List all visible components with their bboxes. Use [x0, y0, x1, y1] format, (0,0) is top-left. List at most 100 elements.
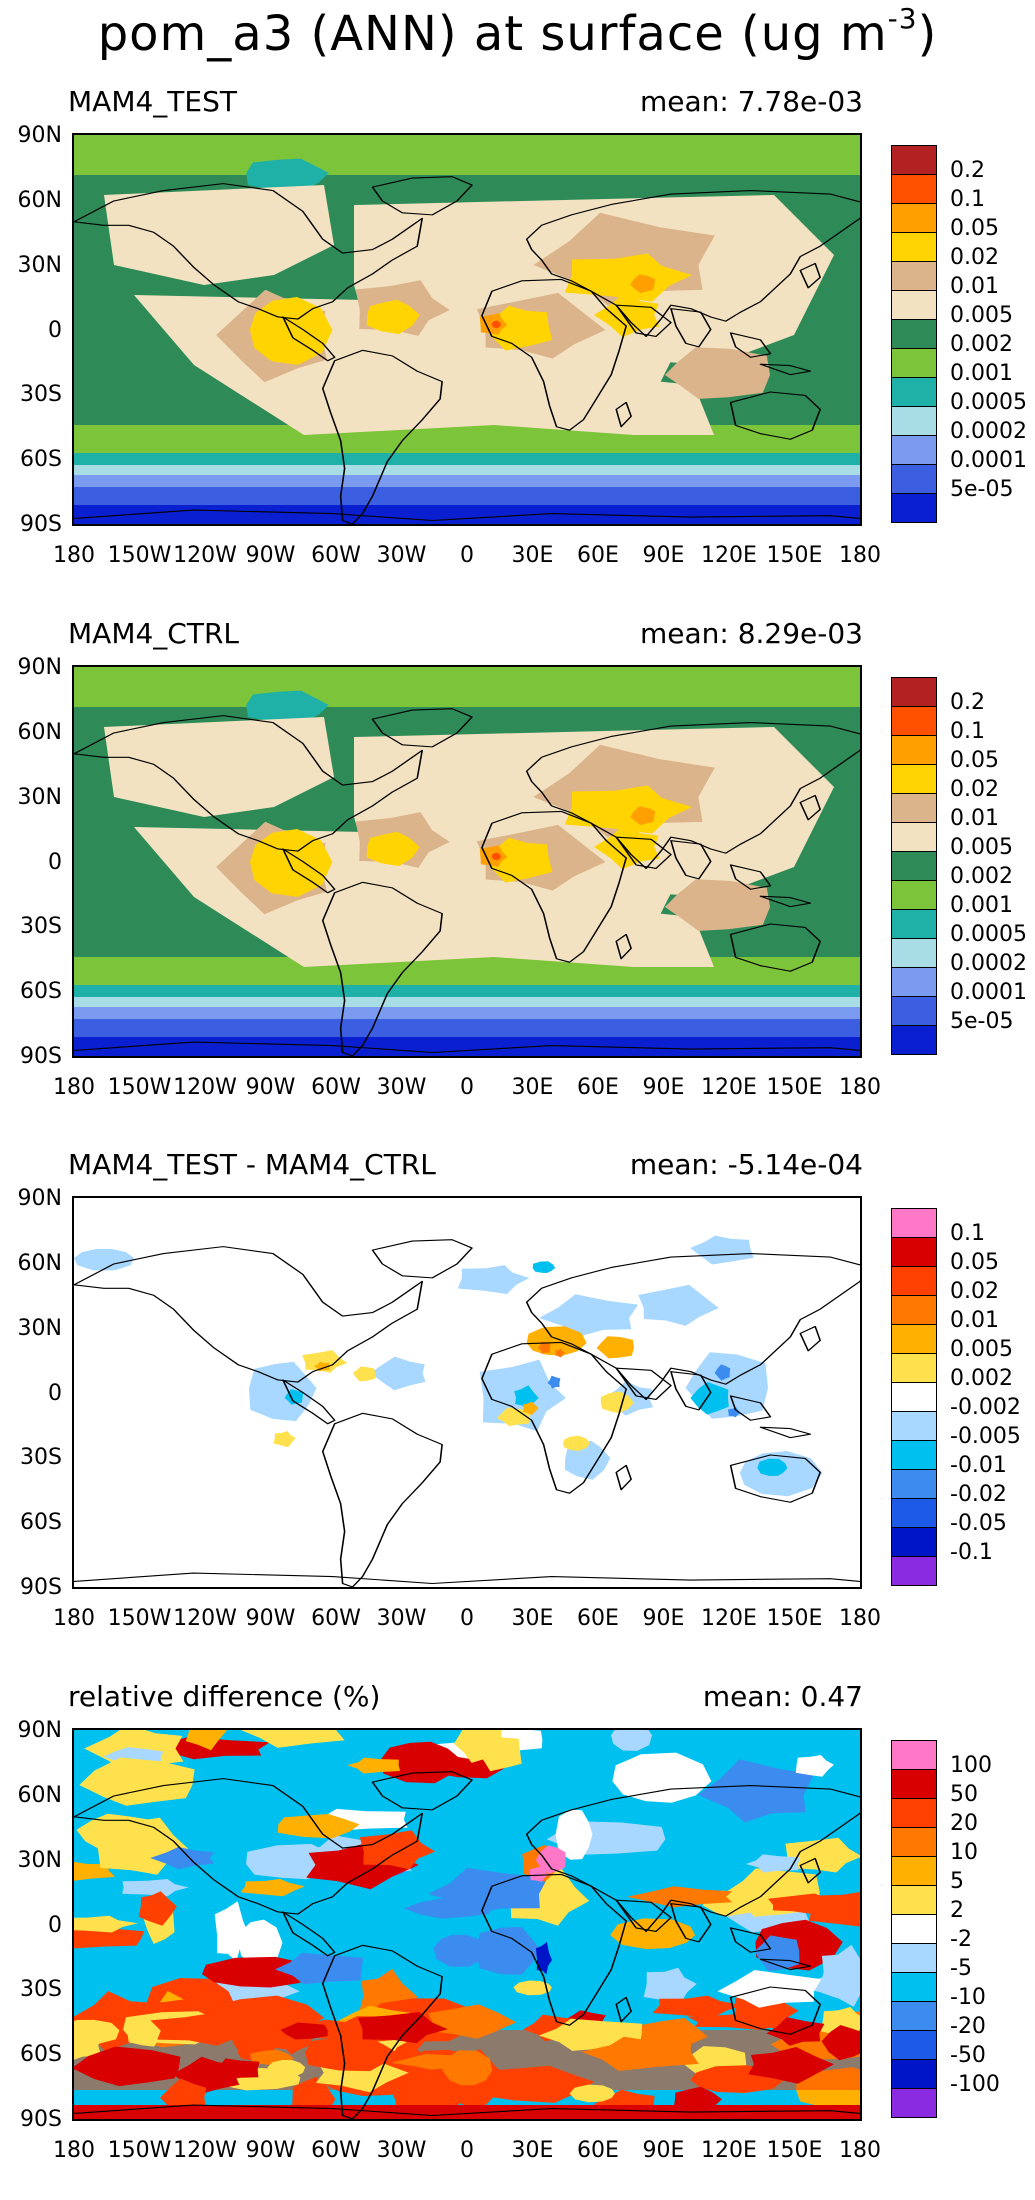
field-region [627, 1886, 733, 1908]
field-region [238, 1919, 283, 1968]
field-region [611, 1730, 652, 1751]
field-region [273, 1431, 296, 1448]
lon-tick-label: 90E [642, 2138, 685, 2163]
lat-tick-label: 90N [17, 655, 62, 680]
colorbar-swatch [891, 851, 937, 881]
lon-tick-label: 60W [311, 2138, 361, 2163]
field-band [74, 135, 860, 175]
map-plot [74, 667, 860, 1056]
field-region [766, 2017, 825, 2046]
colorbar-swatch [891, 1295, 937, 1325]
chart-panel: MAM4_TEST mean: 7.78e-03 90N 60N 30N 0 30S 60S 9… [0, 85, 1035, 605]
field-band [74, 997, 860, 1009]
field-region [491, 320, 501, 329]
colorbar-label: -10 [950, 1985, 986, 2010]
field-region [513, 1980, 552, 1996]
colorbar-label: -0.002 [950, 1395, 1021, 1420]
field-band [74, 465, 860, 477]
colorbar-label: 0.002 [950, 332, 1013, 357]
field-region [104, 717, 334, 817]
lat-tick-label: 60S [20, 447, 62, 473]
colorbar-label: 0.002 [950, 864, 1013, 889]
panel-mean: mean: 8.29e-03 [639, 617, 863, 650]
lat-tick-label: 30S [20, 382, 62, 408]
field-band [74, 1037, 860, 1056]
field-region [347, 1757, 401, 1774]
panel-mean: mean: -5.14e-04 [629, 1148, 863, 1181]
field-region [818, 1944, 860, 2007]
field-region [665, 347, 770, 399]
field-region [555, 1348, 565, 1358]
lon-tick-label: 0 [460, 543, 474, 568]
field-region [717, 1970, 822, 2008]
colorbar-swatch [891, 145, 937, 175]
colorbar-label: 0.005 [950, 835, 1013, 860]
field-region [428, 1867, 548, 1915]
panel-title: MAM4_TEST [68, 85, 237, 118]
colorbar-swatch [891, 377, 937, 407]
field-region [274, 1952, 363, 1985]
field-region [74, 2046, 181, 2087]
field-region [475, 1734, 522, 1772]
colorbar-swatch [891, 909, 937, 939]
colorbar-label: -0.005 [950, 1424, 1021, 1449]
colorbar-label: 0.0001 [950, 448, 1027, 473]
lat-tick-label: 60N [17, 719, 62, 745]
lon-tick-label: 30E [511, 2138, 554, 2163]
colorbar-label: 0.01 [950, 274, 999, 299]
panel-title: relative difference (%) [68, 1680, 381, 1713]
colorbar-label: 0.1 [950, 1221, 985, 1246]
colorbar-label: -50 [950, 2043, 986, 2068]
field-region [210, 2058, 260, 2080]
colorbar-swatch [891, 319, 937, 349]
colorbar-label: 0.2 [950, 690, 985, 715]
colorbar-swatch [891, 232, 937, 262]
colorbar [891, 677, 939, 1055]
colorbar-swatch [891, 1208, 937, 1238]
colorbar-label: 5e-05 [950, 1009, 1014, 1034]
lat-tick-label: 30N [17, 1315, 62, 1341]
colorbar-swatch [891, 493, 937, 523]
colorbar-swatch [891, 2030, 937, 2060]
field-region [535, 1845, 566, 1874]
field-region [555, 1809, 593, 1860]
field-region [433, 1934, 486, 1967]
field-region [150, 1847, 215, 1870]
colorbar-swatch [891, 2059, 937, 2089]
field-region [612, 1752, 712, 1803]
panel-title: MAM4_CTRL [68, 617, 239, 650]
lon-tick-label: 150E [766, 2138, 823, 2163]
lon-tick-label: 30W [376, 543, 427, 568]
colorbar-swatch [891, 1740, 937, 1770]
lat-tick-label: 0 [48, 1380, 62, 1406]
colorbar [891, 1740, 939, 2118]
map-frame [72, 1728, 862, 2121]
colorbar-swatch [891, 1943, 937, 1973]
colorbar-label: 0.0005 [950, 390, 1027, 415]
field-region [643, 1967, 697, 2004]
lon-tick-label: 30W [376, 2138, 427, 2163]
colorbar-label: 0.001 [950, 893, 1013, 918]
colorbar-label: -0.1 [950, 1540, 993, 1565]
colorbar-swatch [891, 290, 937, 320]
field-band [74, 2105, 860, 2119]
lon-tick-label: 150E [766, 1606, 823, 1631]
lon-tick-label: 180 [839, 1606, 881, 1631]
field-region [522, 1401, 539, 1415]
field-region [757, 1458, 788, 1476]
colorbar-swatch [891, 1914, 937, 1944]
colorbar-label: 0.05 [950, 216, 999, 241]
lat-tick-label: 30S [20, 914, 62, 940]
field-region [539, 1294, 639, 1337]
field-region [240, 1878, 305, 1897]
lat-tick-label: 90N [17, 1186, 62, 1211]
lat-tick-label: 30N [17, 784, 62, 810]
lon-tick-label: 90E [642, 1606, 685, 1631]
map-frame [72, 665, 862, 1058]
field-region [690, 1382, 729, 1415]
field-region [496, 1407, 531, 1427]
colorbar-swatch [891, 822, 937, 852]
field-band [74, 667, 860, 707]
chart-panel: relative difference (%) mean: 0.47 90N 60N 3… [0, 1680, 1035, 2200]
colorbar [891, 145, 939, 523]
